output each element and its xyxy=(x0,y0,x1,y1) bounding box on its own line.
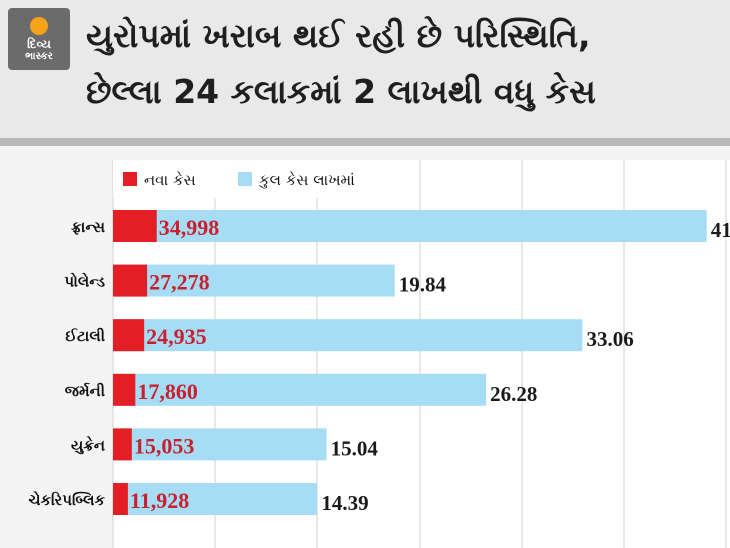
brand-line-1: દિવ્ય xyxy=(27,36,51,51)
brand-logo: દિવ્ય ભાસ્કર xyxy=(8,8,70,70)
category-label-4: યુક્રેન xyxy=(71,435,105,454)
data-label-new-1: 27,278 xyxy=(149,270,210,295)
legend-swatch-new-cases xyxy=(123,172,137,186)
title-line-2: છેલ્લા 24 કલાકમાં 2 લાખથી વધુ કેસ xyxy=(86,72,596,111)
bar-total-0 xyxy=(113,210,707,242)
bar-new-1 xyxy=(113,264,148,297)
data-label-total-1: 19.84 xyxy=(399,273,447,297)
data-label-new-5: 11,928 xyxy=(130,488,189,513)
data-label-total-4: 15.04 xyxy=(331,436,379,460)
header: દિવ્ય ભાસ્કર યુરોપમાં ખરાબ થઈ રહી છે પરિ… xyxy=(0,0,730,138)
bar-new-5 xyxy=(113,483,128,515)
legend-label-new-cases: નવા કેસ xyxy=(144,171,196,189)
bar-new-0 xyxy=(113,210,157,242)
category-label-3: જર્મની xyxy=(65,382,105,400)
legend-swatch-total-cases xyxy=(238,172,252,186)
data-label-total-5: 14.39 xyxy=(321,491,368,515)
data-label-new-0: 34,998 xyxy=(159,215,220,240)
title-line-1: યુરોપમાં ખરાબ થઈ રહી છે પરિસ્થિતિ, xyxy=(86,16,591,55)
brand-line-2: ભાસ્કર xyxy=(25,50,53,62)
data-label-total-2: 33.06 xyxy=(586,327,633,351)
sun-icon xyxy=(30,16,48,35)
bar-new-4 xyxy=(113,428,132,461)
category-label-5: ચેકરિપબ્લિક xyxy=(28,490,105,509)
bar-total-5 xyxy=(113,483,318,515)
page-title: યુરોપમાં ખરાબ થઈ રહી છે પરિસ્થિતિ, છેલ્લ… xyxy=(86,8,726,120)
bar-new-3 xyxy=(113,373,136,406)
data-label-new-3: 17,860 xyxy=(137,379,198,404)
category-label-2: ઈટાલી xyxy=(65,327,105,345)
category-label-0: ફ્રાન્સ xyxy=(71,218,105,236)
data-label-new-4: 15,053 xyxy=(134,433,195,458)
bar-total-2 xyxy=(113,319,583,352)
bar-chart: નવા કેસ કુલ કેસ લાખમાં 34,998 41.81 ફ્રાન્સ 2… xyxy=(28,160,730,548)
bar-total-4 xyxy=(113,428,327,461)
data-label-new-2: 24,935 xyxy=(146,324,207,349)
header-divider xyxy=(0,138,730,146)
bar-total-3 xyxy=(113,373,487,406)
data-label-total-3: 26.28 xyxy=(490,382,537,406)
legend-label-total-cases: કુલ કેસ લાખમાં xyxy=(258,171,355,189)
data-label-total-0: 41.81 xyxy=(711,218,730,242)
legend-box xyxy=(113,160,405,198)
bar-total-1 xyxy=(113,264,395,297)
category-label-1: પોલેન્ડ xyxy=(64,271,105,290)
bar-new-2 xyxy=(113,319,145,352)
